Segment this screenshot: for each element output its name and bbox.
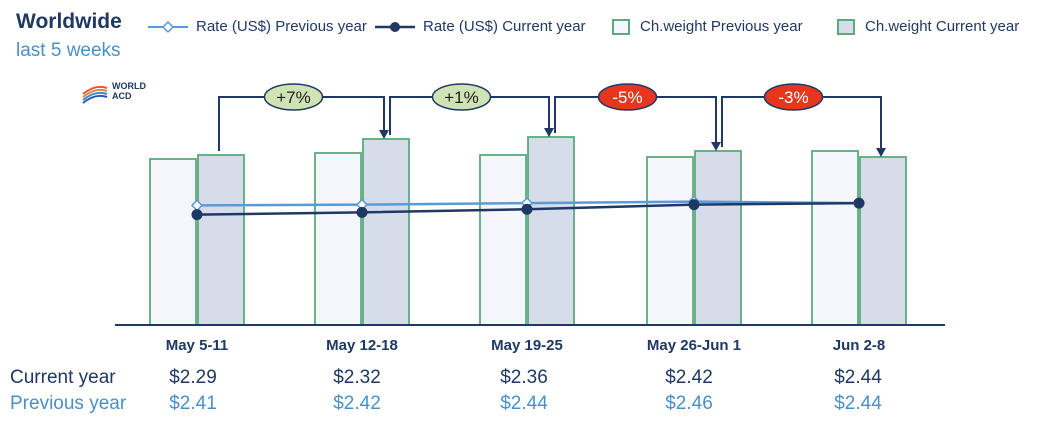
- current-rate-value: $2.36: [500, 367, 548, 388]
- arrowhead-icon: [379, 130, 389, 139]
- change-label: -5%: [612, 88, 642, 107]
- change-label: +1%: [444, 88, 479, 107]
- x-tick-label: May 12-18: [326, 337, 398, 354]
- change-bubble: [597, 83, 658, 111]
- change-label: +7%: [276, 88, 311, 107]
- arrowhead-icon: [544, 128, 554, 137]
- legend-rate-current: Rate (US$) Current year: [375, 18, 586, 35]
- line-dot-icon: [375, 20, 415, 34]
- previous-year-label: Previous year: [10, 393, 127, 414]
- legend-label: Rate (US$) Previous year: [196, 18, 367, 35]
- chart-plot: May 5-11 May 12-18 May 19-25 May 26-Jun 1 Ju…: [115, 83, 945, 354]
- logo-line2: ACD: [112, 91, 132, 101]
- point-rate-current: [356, 206, 368, 218]
- legend-label: Ch.weight Previous year: [640, 18, 803, 35]
- globe-icon: [82, 85, 108, 104]
- legend-weight-previous: Ch.weight Previous year: [612, 18, 803, 35]
- current-rate-value: $2.44: [834, 367, 882, 388]
- logo-text: WORLD ACD: [112, 81, 146, 101]
- bar-weight-previous: [314, 152, 362, 326]
- change-label: -3%: [778, 88, 808, 107]
- box-swatch-icon: [837, 18, 855, 35]
- point-rate-current: [688, 199, 700, 211]
- chart-title: Worldwide: [16, 10, 122, 33]
- bar-weight-previous: [149, 158, 197, 326]
- legend-weight-current: Ch.weight Current year: [837, 18, 1019, 35]
- world-acd-logo: WORLD ACD: [80, 80, 160, 106]
- logo-line1: WORLD: [112, 81, 146, 91]
- current-rate-value: $2.32: [333, 367, 381, 388]
- x-tick-label: May 19-25: [491, 337, 563, 354]
- point-rate-current: [521, 203, 533, 215]
- change-bubble: [431, 83, 492, 111]
- change-bubble: [763, 83, 824, 111]
- arrowhead-icon: [876, 148, 886, 157]
- bar-weight-current: [527, 136, 575, 326]
- point-rate-current: [191, 209, 203, 221]
- bar-weight-current: [859, 156, 907, 326]
- bar-weight-previous: [811, 150, 859, 326]
- legend-rate-previous: Rate (US$) Previous year: [148, 18, 367, 35]
- x-tick-label: Jun 2-8: [833, 337, 886, 354]
- line-diamond-icon: [148, 20, 188, 34]
- current-year-label: Current year: [10, 367, 116, 388]
- previous-rate-value: $2.44: [500, 393, 548, 414]
- previous-rate-value: $2.46: [665, 393, 713, 414]
- previous-rate-value: $2.42: [333, 393, 381, 414]
- bar-weight-current: [362, 138, 410, 326]
- bar-weight-previous: [646, 156, 694, 326]
- bar-weight-current: [197, 154, 245, 326]
- box-swatch-icon: [612, 18, 630, 35]
- change-bubble: [263, 83, 324, 111]
- current-rate-value: $2.42: [665, 367, 713, 388]
- chart-subtitle: last 5 weeks: [16, 40, 121, 61]
- current-rate-value: $2.29: [169, 367, 217, 388]
- previous-rate-value: $2.44: [834, 393, 882, 414]
- x-tick-label: May 26-Jun 1: [647, 337, 741, 354]
- point-rate-current: [853, 197, 865, 209]
- previous-rate-value: $2.41: [169, 393, 217, 414]
- legend-label: Rate (US$) Current year: [423, 18, 586, 35]
- bar-weight-previous: [479, 154, 527, 326]
- arrowhead-icon: [711, 142, 721, 151]
- legend-label: Ch.weight Current year: [865, 18, 1020, 35]
- x-tick-label: May 5-11: [166, 337, 229, 354]
- bar-weight-current: [694, 150, 742, 326]
